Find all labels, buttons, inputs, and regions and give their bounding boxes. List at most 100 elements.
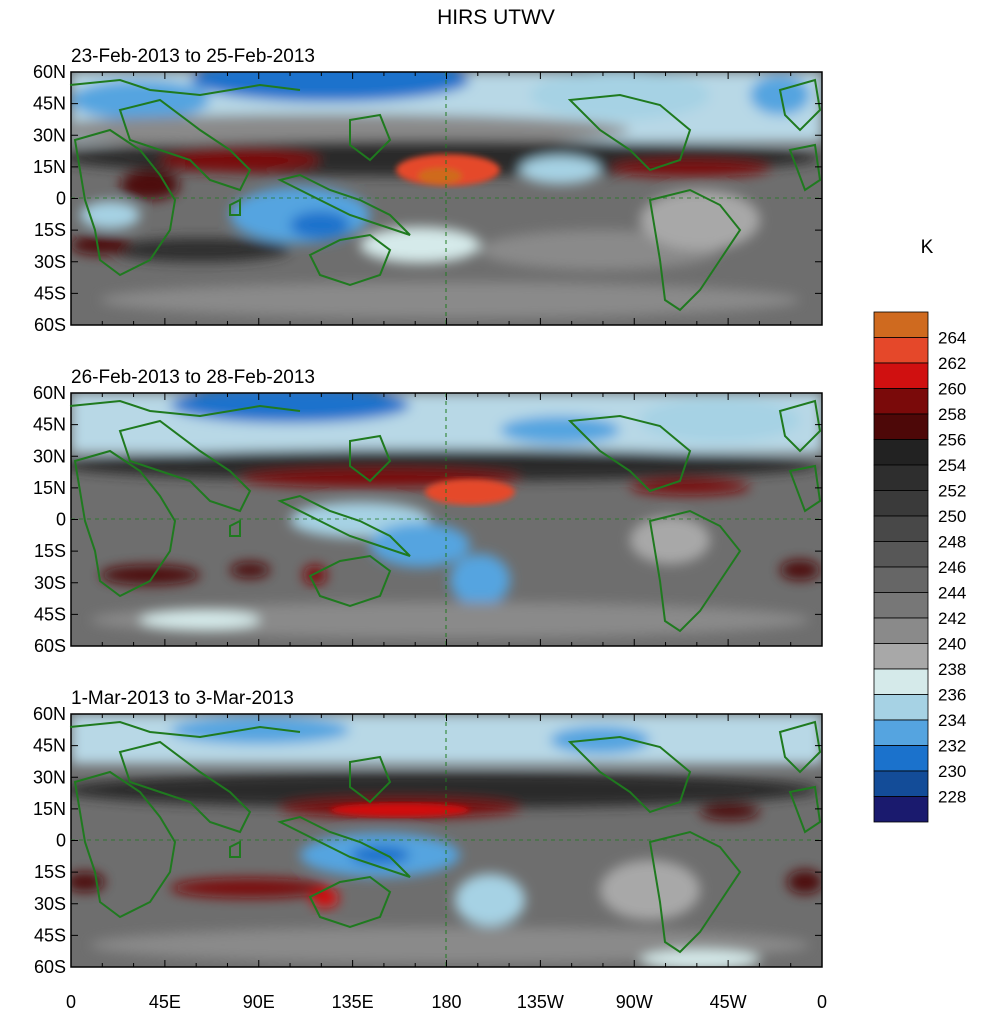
colorbar-swatch: [873, 617, 929, 644]
longitude-labels: 0 45E 90E 135E 180 135W 90W 45W 0: [66, 992, 827, 1012]
coastline: [118, 740, 252, 834]
colorbar-label: 240: [938, 635, 966, 654]
coastline: [788, 143, 822, 192]
coastline: [308, 233, 392, 287]
lat-label: 15S: [34, 862, 66, 882]
lon-label: 45W: [710, 992, 747, 1012]
colorbar-label: 256: [938, 431, 966, 450]
colorbar-swatch: [873, 515, 929, 542]
lat-label: 60N: [33, 704, 66, 724]
colorbar-label: 264: [938, 329, 966, 348]
colorbar-swatch: [873, 490, 929, 517]
colorbar-label: 252: [938, 482, 966, 501]
lat-label: 45S: [34, 604, 66, 624]
colorbar-swatch: [873, 311, 929, 338]
colorbar-swatch: [873, 745, 929, 772]
coastline: [229, 198, 241, 216]
colorbar-label: 230: [938, 762, 966, 781]
coastline: [73, 128, 177, 277]
panel-3-field: [71, 714, 822, 967]
colorbar-label: 244: [938, 584, 966, 603]
colorbar-label: 258: [938, 405, 966, 424]
coastline: [229, 840, 241, 858]
coastline: [648, 509, 742, 633]
coastline: [788, 464, 822, 513]
panel-2: 26-Feb-2013 to 28-Feb-2013: [70, 367, 823, 647]
coastline: [69, 399, 301, 418]
lat-label: 30N: [33, 125, 66, 145]
colorbar-swatch: [873, 464, 929, 491]
lon-label: 45E: [149, 992, 181, 1012]
coastline: [567, 93, 692, 172]
coastline: [69, 78, 301, 97]
colorbar-swatch: [873, 668, 929, 695]
colorbar-swatch: [873, 719, 929, 746]
lat-label: 15N: [33, 799, 66, 819]
coastline: [73, 770, 177, 919]
colorbar-swatch: [873, 694, 929, 721]
coastline: [118, 419, 252, 513]
colorbar-label: 236: [938, 686, 966, 705]
lon-label: 180: [431, 992, 461, 1012]
lat-label: 30S: [34, 573, 66, 593]
colorbar-swatch: [873, 337, 929, 364]
colorbar-label: 254: [938, 456, 966, 475]
colorbar-swatch: [873, 566, 929, 593]
lon-label: 90W: [616, 992, 653, 1012]
colorbar-swatch: [873, 362, 929, 389]
colorbar-swatch: [873, 541, 929, 568]
coastline: [277, 494, 411, 557]
panel-2-field: [71, 393, 822, 646]
lat-label: 0: [56, 510, 66, 530]
lat-label: 45N: [33, 736, 66, 756]
lon-label: 135E: [332, 992, 374, 1012]
panel-3: 1-Mar-2013 to 3-Mar-2013: [70, 688, 823, 968]
coastline: [308, 554, 392, 608]
lat-label: 60S: [34, 957, 66, 977]
axis-ticks: [70, 71, 822, 968]
colorbar-label: 242: [938, 609, 966, 628]
colorbar-label: 260: [938, 380, 966, 399]
colorbar-swatch: [873, 439, 929, 466]
lat-label: 45S: [34, 925, 66, 945]
colorbar-label: 238: [938, 660, 966, 679]
coastline: [73, 449, 177, 598]
colorbar: 264 262 260 258 256 254 252 250 248 246 244 242 240 2…: [873, 311, 966, 823]
lat-label: 0: [56, 189, 66, 209]
colorbar-swatch: [873, 770, 929, 797]
colorbar-label: 232: [938, 737, 966, 756]
coastline: [648, 830, 742, 954]
coastline: [567, 735, 692, 814]
colorbar-swatch: [873, 796, 929, 823]
lat-label: 30N: [33, 767, 66, 787]
coastline: [349, 755, 392, 804]
colorbar-label: 248: [938, 533, 966, 552]
colorbar-swatch: [873, 413, 929, 440]
coastlines: [69, 78, 822, 954]
lon-label: 0: [817, 992, 827, 1012]
figure-title: HIRS UTWV: [437, 6, 555, 29]
coastline: [648, 188, 742, 312]
lat-label: 45N: [33, 94, 66, 114]
latitude-labels: 60N 45N 30N 15N 0 15S 30S 45S 60S 60N 45N 30N 15N 0 15…: [33, 62, 66, 977]
panel-1-title: 23-Feb-2013 to 25-Feb-2013: [71, 46, 315, 67]
coastline: [349, 113, 392, 162]
lat-label: 60N: [33, 383, 66, 403]
coastline: [118, 98, 252, 192]
colorbar-label: 246: [938, 558, 966, 577]
coastline: [788, 785, 822, 834]
lon-label: 135W: [517, 992, 564, 1012]
lon-label: 0: [66, 992, 76, 1012]
coastline: [277, 173, 411, 236]
colorbar-label: 228: [938, 788, 966, 807]
lat-label: 60S: [34, 315, 66, 335]
lat-label: 60N: [33, 62, 66, 82]
lon-label: 90E: [243, 992, 275, 1012]
lat-label: 15S: [34, 220, 66, 240]
colorbar-label: 234: [938, 711, 966, 730]
coastline: [277, 815, 411, 878]
panel-1: 23-Feb-2013 to 25-Feb-2013: [70, 46, 823, 326]
colorbar-label: 250: [938, 507, 966, 526]
lat-label: 60S: [34, 636, 66, 656]
colorbar-swatch: [873, 592, 929, 619]
